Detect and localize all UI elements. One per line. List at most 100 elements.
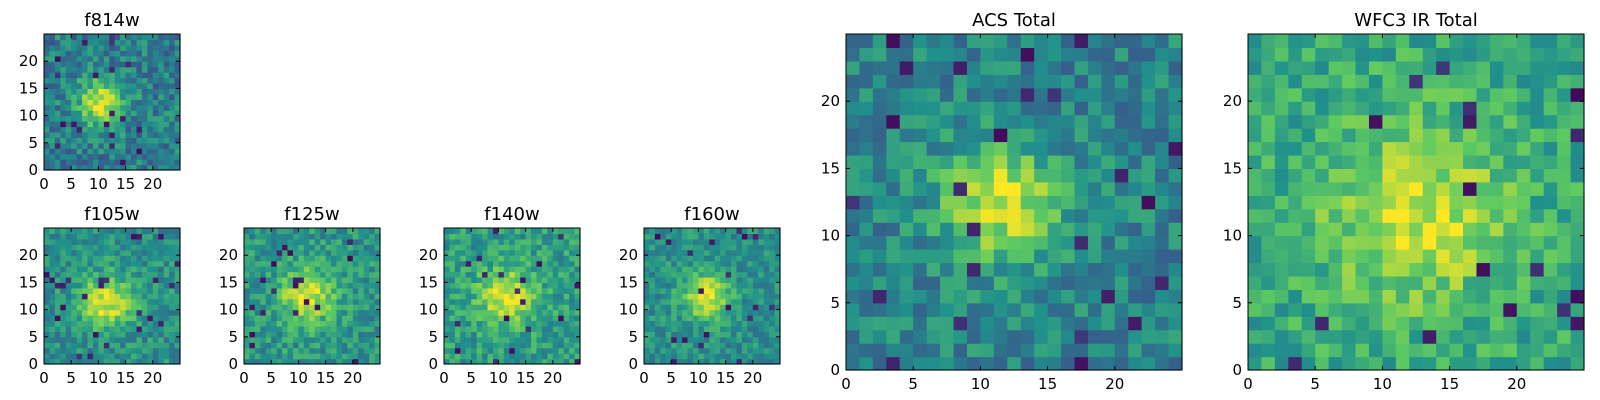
image-cell [714, 298, 721, 305]
image-cell [444, 347, 451, 354]
image-cell [698, 249, 705, 256]
image-cell [341, 293, 348, 300]
image-cell [1128, 114, 1143, 129]
image-cell [747, 298, 754, 305]
image-cell [60, 260, 67, 267]
y-tick-label: 15 [1223, 159, 1242, 177]
image-cell [1355, 262, 1370, 277]
image-cell [454, 282, 461, 289]
image-cell [314, 271, 321, 278]
image-cell [303, 331, 310, 338]
image-cell [1141, 168, 1156, 183]
image-cell [993, 329, 1008, 344]
image-cell [725, 266, 732, 273]
image-cell [536, 266, 543, 273]
image-cell [558, 244, 565, 251]
image-cell [352, 266, 359, 273]
image-cell [720, 320, 727, 327]
image-cell [687, 331, 694, 338]
image-cell [1007, 195, 1022, 210]
image-cell [547, 238, 554, 245]
image-cell [720, 342, 727, 349]
image-cell [665, 238, 672, 245]
image-cell [141, 331, 148, 338]
image-cell [287, 298, 294, 305]
image-cell [1530, 114, 1545, 129]
image-cell [449, 331, 456, 338]
image-cell [520, 320, 527, 327]
image-cell [460, 238, 467, 245]
image-cell [114, 72, 121, 79]
image-cell [1368, 235, 1383, 250]
image-cell [49, 110, 56, 117]
image-cell [552, 353, 559, 360]
image-cell [1047, 262, 1062, 277]
image-cell [687, 298, 694, 305]
image-cell [471, 298, 478, 305]
image-cell [703, 228, 710, 235]
y-tick-label: 5 [1232, 294, 1242, 312]
image-cell [731, 249, 738, 256]
image-cell [1489, 249, 1504, 264]
image-cell [54, 93, 61, 100]
image-cell [44, 126, 51, 133]
image-cell [531, 276, 538, 283]
image-cell [1261, 262, 1276, 277]
image-cell [1168, 289, 1183, 304]
image-cell [1382, 249, 1397, 264]
y-tick-label: 15 [619, 273, 638, 291]
image-cell [531, 249, 538, 256]
image-cell [347, 282, 354, 289]
image-cell [169, 55, 176, 62]
image-cell [92, 271, 99, 278]
image-cell [44, 82, 51, 89]
image-cell [460, 244, 467, 251]
image-cell [725, 233, 732, 240]
image-cell [1301, 154, 1316, 169]
image-cell [141, 72, 148, 79]
image-cell [492, 276, 499, 283]
image-cell [260, 238, 267, 245]
image-cell [49, 325, 56, 332]
image-cell [158, 244, 165, 251]
image-cell [736, 249, 743, 256]
y-tick-label: 15 [419, 273, 438, 291]
image-cell [120, 228, 127, 235]
image-cell [676, 244, 683, 251]
image-cell [563, 336, 570, 343]
image-cell [1087, 208, 1102, 223]
image-cell [980, 222, 995, 237]
image-cell [1516, 208, 1531, 223]
image-cell [141, 260, 148, 267]
image-cell [926, 343, 941, 358]
image-cell [1087, 154, 1102, 169]
image-cell [682, 244, 689, 251]
image-cell [1315, 329, 1330, 344]
image-cell [1261, 114, 1276, 129]
image-cell [174, 121, 181, 128]
image-cell [141, 126, 148, 133]
image-cell [141, 34, 148, 41]
image-cell [1301, 249, 1316, 264]
image-cell [509, 342, 516, 349]
image-cell [49, 238, 56, 245]
image-cell [1074, 329, 1089, 344]
image-cell [325, 244, 332, 251]
image-cell [82, 126, 89, 133]
x-tick-label: 0 [1243, 375, 1253, 393]
image-cell [1436, 101, 1451, 116]
image-cell [260, 293, 267, 300]
image-cell [309, 228, 316, 235]
image-cell [314, 276, 321, 283]
image-cell [363, 293, 370, 300]
image-cell [147, 276, 154, 283]
image-cell [292, 331, 299, 338]
image-cell [1061, 249, 1076, 264]
image-cell [114, 315, 121, 322]
image-cell [1409, 141, 1424, 156]
image-cell [125, 276, 132, 283]
image-cell [1047, 34, 1062, 49]
image-cell [163, 115, 170, 122]
image-cell [886, 262, 901, 277]
